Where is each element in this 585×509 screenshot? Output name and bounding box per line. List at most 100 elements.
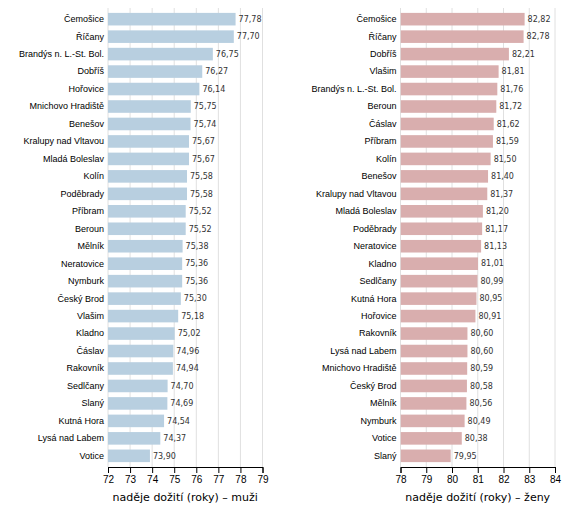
x-tick-label: 73 <box>125 474 137 485</box>
x-axis: 78798081828384 <box>395 467 561 485</box>
x-tick-mark <box>196 467 197 473</box>
data-label: 80,58 <box>470 382 493 391</box>
data-label: 74,96 <box>176 347 199 356</box>
data-label: 81,40 <box>491 172 514 181</box>
y-tick: Příbram <box>364 136 400 146</box>
bar <box>401 153 491 166</box>
data-label: 81,13 <box>484 242 507 251</box>
x-tick: 75 <box>169 467 181 485</box>
bar <box>108 188 187 201</box>
y-tick: Mělník <box>77 241 108 251</box>
y-tick-label: Český Brod <box>57 294 104 304</box>
y-tick: Vlašim <box>77 311 108 321</box>
data-label: 75,75 <box>194 102 217 111</box>
x-tick: 78 <box>235 467 247 485</box>
y-tick-label: Čemošice <box>64 14 104 24</box>
bar <box>108 397 167 410</box>
bar <box>401 362 468 375</box>
y-tick: Nymburk <box>360 416 400 426</box>
y-tick: Vlašim <box>369 66 400 76</box>
data-label: 79,95 <box>454 452 477 461</box>
bars <box>108 13 236 462</box>
x-tick: 74 <box>147 467 159 485</box>
y-tick: Dobříš <box>370 49 401 59</box>
y-tick: Čáslav <box>76 346 108 356</box>
y-tick: Brandýs n. L.-St. Bol. <box>19 49 108 59</box>
data-label: 80,95 <box>479 294 502 303</box>
y-tick: Beroun <box>367 101 400 111</box>
y-tick-label: Rakovník <box>359 328 397 338</box>
y-tick: Nymburk <box>68 276 108 286</box>
y-tick: Slaný <box>374 451 401 461</box>
bar <box>401 397 467 410</box>
x-tick-mark <box>452 467 453 473</box>
bar <box>401 188 488 201</box>
y-tick: Dobříš <box>77 66 108 76</box>
data-label: 75,67 <box>192 137 215 146</box>
panel: 7273747576777879ČemošiceŘíčanyBrandýs n.… <box>19 8 269 504</box>
y-tick: Čáslav <box>369 119 401 129</box>
y-tick: Kutná Hora <box>351 294 401 304</box>
bar <box>401 327 468 340</box>
y-tick: Neratovice <box>353 241 400 251</box>
bar <box>401 275 478 288</box>
data-label: 75,02 <box>178 329 201 338</box>
bar <box>108 450 150 463</box>
y-tick: Benešov <box>69 119 108 129</box>
bar <box>108 275 182 288</box>
x-tick: 76 <box>191 467 203 485</box>
data-label: 82,21 <box>512 50 535 59</box>
x-axis-title: naděje dožití (roky) – ženy <box>405 491 550 504</box>
bar <box>401 380 467 393</box>
y-axis: ČemošiceŘíčanyBrandýs n. L.-St. Bol.Dobř… <box>19 14 108 461</box>
y-tick-label: Kralupy nad Vltavou <box>316 189 397 199</box>
x-tick: 83 <box>524 467 536 485</box>
x-tick-label: 79 <box>257 474 269 485</box>
y-tick-label: Mladá Boleslav <box>43 154 105 164</box>
grid-line <box>262 8 263 467</box>
bar <box>401 310 476 323</box>
y-tick-label: Brandýs n. L.-St. Bol. <box>311 84 396 94</box>
y-tick-label: Votice <box>372 433 397 443</box>
x-tick: 73 <box>125 467 137 485</box>
x-tick-mark <box>152 467 153 473</box>
bar <box>401 135 493 148</box>
x-tick-label: 84 <box>550 474 562 485</box>
x-tick-mark <box>555 467 556 473</box>
bars <box>401 13 525 462</box>
bar <box>401 450 451 463</box>
y-tick-label: Slaný <box>81 398 104 408</box>
y-tick-label: Lysá nad Labem <box>38 433 104 443</box>
x-tick-label: 72 <box>103 474 115 485</box>
bar <box>108 432 160 445</box>
y-tick: Poděbrady <box>353 224 401 234</box>
bar <box>108 170 187 183</box>
x-tick-label: 78 <box>235 474 247 485</box>
data-label: 75,74 <box>194 120 217 129</box>
data-label: 74,94 <box>176 364 199 373</box>
bar <box>401 48 509 61</box>
bar <box>108 153 189 166</box>
y-tick: Benešov <box>361 171 400 181</box>
y-tick: Rakovník <box>359 328 401 338</box>
data-label: 80,56 <box>469 399 492 408</box>
x-tick-mark <box>174 467 175 473</box>
x-tick: 81 <box>473 467 485 485</box>
y-tick: Český Brod <box>350 381 401 391</box>
bar <box>108 100 191 113</box>
y-tick-label: Dobříš <box>77 66 104 76</box>
data-label: 81,01 <box>481 259 504 268</box>
data-label: 75,52 <box>189 207 212 216</box>
grid-line <box>218 8 219 467</box>
data-label: 81,72 <box>499 102 522 111</box>
y-tick: Sedlčany <box>67 381 108 391</box>
x-tick-mark <box>130 467 131 473</box>
bar <box>108 65 202 78</box>
y-tick-label: Mnichovo Hradiště <box>322 363 397 373</box>
figure: 7273747576777879ČemošiceŘíčanyBrandýs n.… <box>0 0 585 509</box>
y-tick-label: Sedlčany <box>67 381 105 391</box>
x-axis-title: naděje dožití (roky) – muži <box>113 491 258 504</box>
x-axis-line <box>109 468 264 474</box>
bar <box>108 240 183 253</box>
y-tick: Kladno <box>76 328 108 338</box>
